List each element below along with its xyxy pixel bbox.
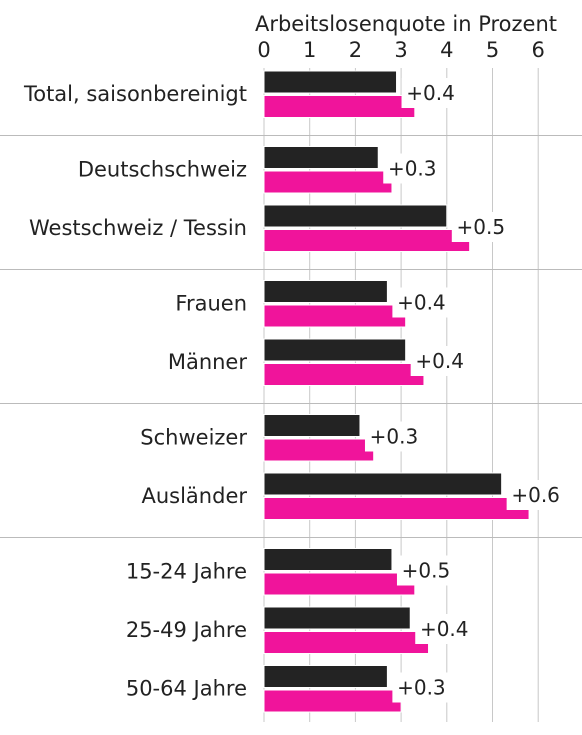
- bar-pink: [263, 363, 425, 386]
- x-tick-label: 1: [303, 38, 316, 62]
- annotation-background: [401, 78, 460, 108]
- bar-dark: [263, 280, 388, 303]
- change-annotation: +0.3: [388, 157, 437, 181]
- category-label: Total, saisonbereinigt: [23, 82, 247, 106]
- bar-pink: [263, 229, 471, 252]
- bar-dark: [263, 548, 393, 571]
- change-annotation: +0.3: [397, 676, 446, 700]
- annotation-background: [410, 346, 469, 376]
- x-tick-label: 0: [257, 38, 270, 62]
- change-annotation: +0.4: [397, 291, 446, 315]
- bar-dark: [263, 606, 411, 630]
- change-annotations: +0.4 +0.3 +0.5 +0.4 +0.4 +0.3 +0.6 +0.5 +0.4 +0.3: [364, 78, 565, 703]
- change-annotation: +0.5: [457, 215, 506, 239]
- bar-dark: [263, 70, 398, 94]
- x-tick-label: 2: [349, 38, 362, 62]
- category-label: 50-64 Jahre: [126, 677, 247, 701]
- bar-dark: [263, 414, 361, 437]
- group-separators: [0, 135, 582, 538]
- annotation-background: [364, 421, 423, 452]
- annotation-background: [506, 480, 565, 510]
- category-label: Schweizer: [140, 426, 247, 450]
- x-tick-label: 4: [440, 38, 453, 62]
- bar-dark: [263, 146, 379, 169]
- change-annotation: +0.4: [420, 617, 469, 641]
- bar-pink: [263, 304, 407, 328]
- bar-pink: [263, 95, 416, 118]
- change-annotation: +0.4: [415, 349, 464, 373]
- annotation-background: [392, 287, 451, 318]
- bar-dark: [263, 338, 407, 362]
- bar-pink: [263, 689, 402, 713]
- bar-pink: [263, 572, 416, 596]
- annotation-background: [383, 153, 442, 184]
- category-labels: Total, saisonbereinigt Deutschschweiz West…: [23, 82, 247, 701]
- category-label: 25-49 Jahre: [126, 618, 247, 642]
- bar-pink: [263, 497, 530, 520]
- annotation-background: [396, 555, 455, 586]
- category-label: Ausländer: [141, 484, 247, 508]
- x-tick-label: 5: [486, 38, 499, 62]
- annotation-background: [415, 614, 474, 644]
- category-label: Deutschschweiz: [78, 158, 247, 182]
- bar-pink: [263, 631, 430, 654]
- bar-dark: [263, 472, 503, 496]
- bar-dark: [263, 204, 448, 228]
- category-label: Frauen: [175, 292, 247, 316]
- bar-pink: [263, 438, 375, 462]
- annotation-background: [392, 672, 451, 703]
- bar-dark: [263, 665, 388, 688]
- x-tick-label: 6: [532, 38, 545, 62]
- category-label: Männer: [168, 350, 248, 374]
- category-label: Westschweiz / Tessin: [29, 216, 247, 240]
- change-annotation: +0.4: [406, 81, 455, 105]
- bar-pink: [263, 170, 393, 194]
- change-annotation: +0.5: [402, 559, 451, 583]
- category-label: 15-24 Jahre: [126, 560, 247, 584]
- x-axis-ticks: 0 1 2 3 4 5 6: [257, 38, 545, 62]
- axis-title: Arbeitslosenquote in Prozent: [255, 12, 557, 36]
- x-tick-label: 3: [394, 38, 407, 62]
- change-annotation: +0.3: [370, 425, 419, 449]
- bars: [263, 70, 530, 713]
- annotation-background: [451, 212, 510, 242]
- change-annotation: +0.6: [511, 483, 560, 507]
